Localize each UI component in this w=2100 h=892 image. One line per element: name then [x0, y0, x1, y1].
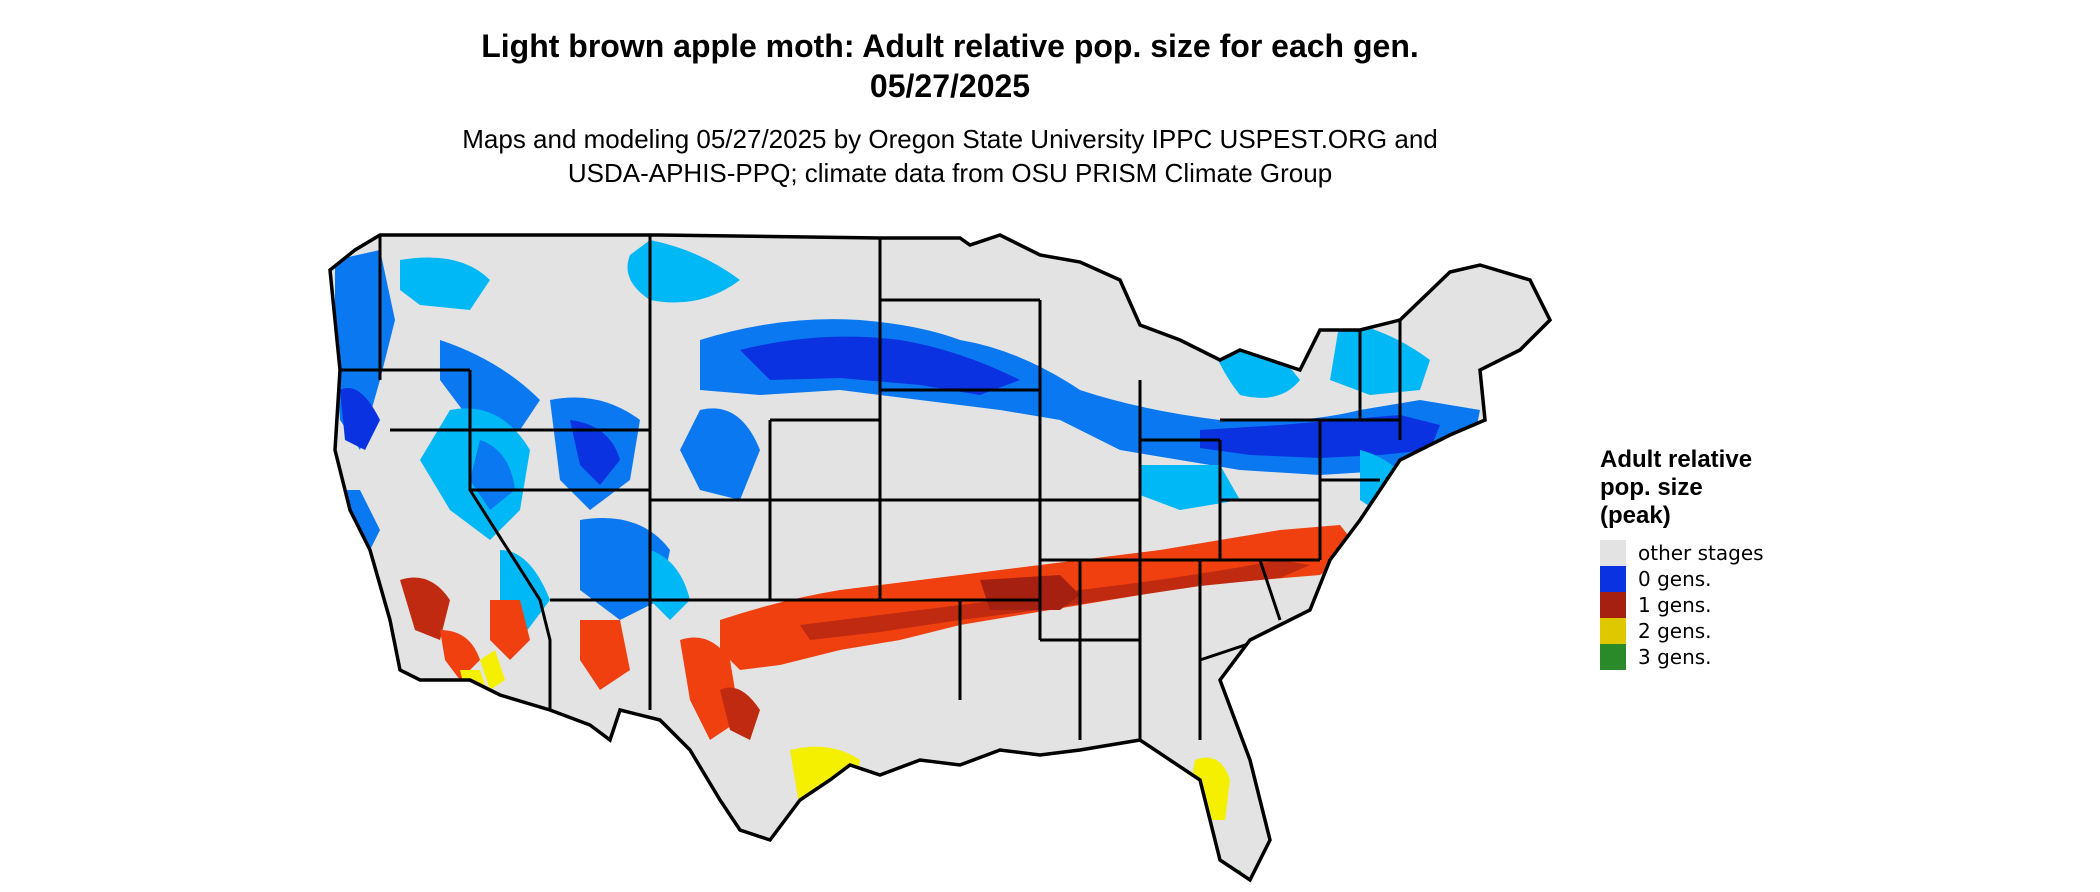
legend-title: Adult relative pop. size (peak) [1600, 446, 1764, 530]
legend-label: other stages [1638, 541, 1764, 565]
legend-label: 1 gens. [1638, 593, 1712, 617]
legend-title-line: Adult relative [1600, 446, 1753, 473]
map-credit-line-2: USDA-APHIS-PPQ; climate data from OSU PR… [567, 158, 1333, 188]
map-credit-line-1: Maps and modeling 05/27/2025 by Oregon S… [462, 124, 1438, 154]
legend-swatch [1600, 566, 1626, 592]
map-legend: Adult relative pop. size (peak) other st… [1600, 446, 1764, 670]
legend-title-line: (peak) [1600, 502, 1671, 529]
legend-label: 0 gens. [1638, 567, 1712, 591]
legend-item-0-gens: 0 gens. [1600, 566, 1764, 592]
legend-swatch [1600, 618, 1626, 644]
map-date: 05/27/2025 [869, 68, 1031, 104]
legend-item-other-stages: other stages [1600, 540, 1764, 566]
legend-swatch [1600, 592, 1626, 618]
legend-item-1-gens: 1 gens. [1600, 592, 1764, 618]
us-map [328, 233, 1553, 883]
legend-item-3-gens: 3 gens. [1600, 644, 1764, 670]
legend-swatch [1600, 644, 1626, 670]
legend-label: 2 gens. [1638, 619, 1712, 643]
map-title: Light brown apple moth: Adult relative p… [481, 28, 1419, 64]
legend-label: 3 gens. [1638, 645, 1712, 669]
legend-item-2-gens: 2 gens. [1600, 618, 1764, 644]
legend-title-line: pop. size [1600, 474, 1703, 501]
legend-swatch [1600, 540, 1626, 566]
